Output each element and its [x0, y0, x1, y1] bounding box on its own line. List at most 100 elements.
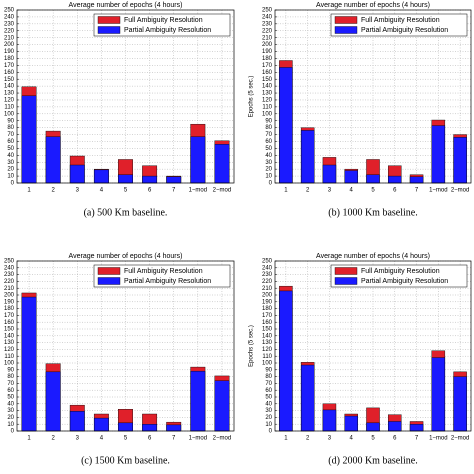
y-tick-label: 60 — [265, 139, 272, 145]
y-tick-label: 210 — [262, 35, 273, 41]
bar — [322, 164, 337, 184]
x-tick-label: 7 — [415, 188, 419, 194]
y-tick-label: 210 — [262, 286, 273, 292]
bar — [388, 421, 402, 432]
legend-label: Partial Ambiguity Resolution — [361, 278, 448, 285]
x-tick-label: 2 — [306, 188, 310, 194]
bar — [166, 176, 182, 184]
y-tick-label: 30 — [265, 160, 272, 166]
y-tick-label: 50 — [265, 146, 272, 152]
x-tick-label: 6 — [393, 188, 397, 194]
legend-swatch — [334, 16, 358, 24]
bar — [453, 376, 467, 432]
x-tick-label: 3 — [76, 188, 80, 194]
x-tick-label: 7 — [172, 188, 176, 194]
y-tick-label: 120 — [4, 98, 15, 104]
bar — [190, 136, 206, 184]
y-tick-label: 40 — [7, 153, 14, 159]
y-tick-label: 30 — [7, 160, 14, 166]
y-tick-label: 120 — [262, 347, 273, 353]
caption: (a) 500 Km baseline. — [84, 207, 168, 218]
y-tick-label: 130 — [4, 340, 15, 346]
bar — [409, 176, 424, 184]
chart-title: Average number of epochs (4 hours) — [316, 253, 430, 260]
y-tick-label: 240 — [262, 265, 273, 271]
y-tick-label: 190 — [262, 299, 273, 305]
y-tick-label: 190 — [262, 49, 273, 55]
y-tick-label: 0 — [11, 181, 15, 187]
y-tick-label: 70 — [7, 381, 14, 387]
chart-title: Average number of epochs (4 hours) — [69, 253, 183, 260]
y-tick-label: 170 — [262, 63, 273, 69]
y-tick-label: 120 — [4, 347, 15, 353]
bar — [279, 290, 293, 432]
legend-swatch — [334, 26, 358, 34]
legend-box — [93, 13, 231, 37]
y-tick-label: 50 — [265, 395, 272, 401]
bar — [142, 175, 158, 184]
y-tick-label: 80 — [265, 125, 272, 131]
bar — [69, 164, 85, 184]
y-tick-label: 30 — [7, 408, 14, 414]
chart-title: Average number of epochs (4 hours) — [316, 2, 430, 9]
y-tick-label: 90 — [7, 118, 14, 124]
y-tick-label: 240 — [262, 14, 273, 20]
bar — [344, 415, 358, 432]
bar — [21, 95, 37, 184]
x-tick-label: 1−mod — [189, 436, 208, 442]
x-tick-label: 2 — [51, 188, 55, 194]
y-tick-label: 230 — [4, 21, 15, 27]
x-tick-label: 2−mod — [213, 188, 232, 194]
x-tick-label: 3 — [328, 436, 332, 442]
y-tick-label: 10 — [265, 174, 272, 180]
bar — [45, 371, 61, 432]
bar — [300, 364, 315, 432]
y-tick-label: 80 — [7, 374, 14, 380]
y-tick-label: 130 — [262, 91, 273, 97]
y-tick-label: 60 — [265, 388, 272, 394]
legend-label: Partial Ambiguity Resolution — [124, 27, 211, 34]
bar — [45, 136, 61, 184]
y-tick-label: 90 — [265, 118, 272, 124]
y-tick-label: 140 — [262, 84, 273, 90]
y-tick-label: 240 — [4, 14, 15, 20]
y-tick-label: 10 — [265, 422, 272, 428]
bar — [69, 411, 85, 432]
y-tick-label: 110 — [262, 354, 272, 360]
legend-box — [93, 264, 231, 288]
y-tick-label: 150 — [4, 327, 15, 333]
y-tick-label: 100 — [262, 361, 273, 367]
x-tick-label: 5 — [371, 436, 375, 442]
x-tick-label: 4 — [100, 188, 104, 194]
caption: (c) 1500 Km baseline. — [81, 455, 170, 466]
y-tick-label: 0 — [11, 429, 15, 435]
legend-swatch — [334, 267, 358, 275]
y-tick-label: 20 — [265, 167, 272, 173]
bar — [190, 370, 206, 432]
bar — [118, 422, 133, 432]
bar — [453, 137, 467, 184]
y-tick-label: 220 — [4, 28, 15, 34]
y-tick-label: 110 — [4, 104, 14, 110]
y-tick-label: 40 — [265, 153, 272, 159]
y-tick-label: 50 — [7, 395, 14, 401]
y-tick-label: 200 — [4, 42, 15, 48]
x-tick-label: 4 — [350, 188, 354, 194]
y-tick-label: 220 — [262, 28, 273, 34]
bar — [388, 175, 402, 184]
bar — [366, 422, 380, 432]
y-tick-label: 250 — [4, 8, 15, 14]
y-tick-label: 160 — [4, 320, 15, 326]
bar — [431, 125, 446, 184]
bar — [214, 380, 230, 432]
x-tick-label: 1−mod — [189, 188, 208, 194]
y-tick-label: 0 — [269, 181, 273, 187]
y-tick-label: 60 — [7, 388, 14, 394]
x-tick-label: 1 — [284, 436, 288, 442]
x-tick-label: 1 — [284, 188, 288, 194]
y-tick-label: 0 — [269, 429, 273, 435]
x-tick-label: 2−mod — [451, 436, 470, 442]
y-tick-label: 250 — [4, 259, 15, 265]
legend-label: Full Ambiguity Resolution — [361, 17, 440, 24]
bar — [344, 170, 358, 184]
